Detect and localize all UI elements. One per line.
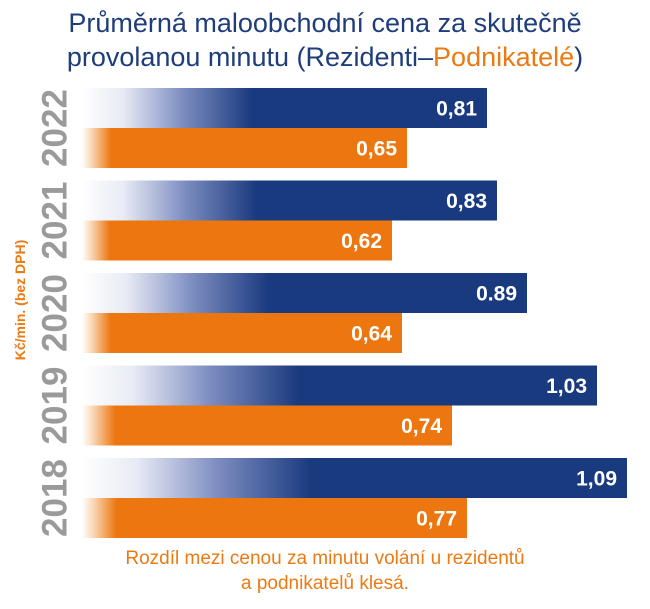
category-label-2020: 2020 [36,274,75,352]
bar-rezidenti-2021 [82,180,497,221]
value-label-podnikatele-2020: 0,64 [351,323,392,346]
footnote: Rozdíl mezi cenou za minutu volání u rez… [0,546,650,596]
value-label-podnikatele-2019: 0,74 [401,415,442,438]
chart-title: Průměrná maloobchodní cena za skutečně p… [0,6,650,74]
category-label-2022: 2022 [36,89,75,167]
bar-rezidenti-2022 [82,88,487,128]
bar-rezidenti-2019 [82,365,597,406]
bar-rezidenti-2020 [82,273,527,313]
bar-podnikatele-2022 [82,128,407,168]
bar-rezidenti-2018 [82,458,627,498]
bar-podnikatele-2021 [82,220,392,261]
title-highlight: Podnikatelé [433,42,575,72]
category-label-2019: 2019 [36,367,75,445]
title-end: ) [574,42,584,72]
value-label-rezidenti-2019: 1,03 [546,375,587,398]
category-label-2021: 2021 [36,182,75,260]
value-label-podnikatele-2018: 0,77 [416,508,457,531]
value-label-rezidenti-2022: 0,81 [436,98,477,121]
footnote-line-2: a podnikatelů klesá. [241,573,409,594]
bar-podnikatele-2020 [82,313,402,353]
bar-podnikatele-2018 [82,498,467,538]
title-main: Průměrná maloobchodní cena za skutečně p… [66,8,582,72]
value-label-rezidenti-2020: 0.89 [476,283,517,306]
footnote-line-1: Rozdíl mezi cenou za minutu volání u rez… [125,548,525,569]
value-label-rezidenti-2018: 1,09 [576,468,617,491]
value-label-podnikatele-2022: 0,65 [356,138,397,161]
value-label-podnikatele-2021: 0,62 [341,230,382,253]
value-label-rezidenti-2021: 0,83 [446,190,487,213]
bar-podnikatele-2019 [82,405,452,446]
category-label-2018: 2018 [36,459,75,537]
